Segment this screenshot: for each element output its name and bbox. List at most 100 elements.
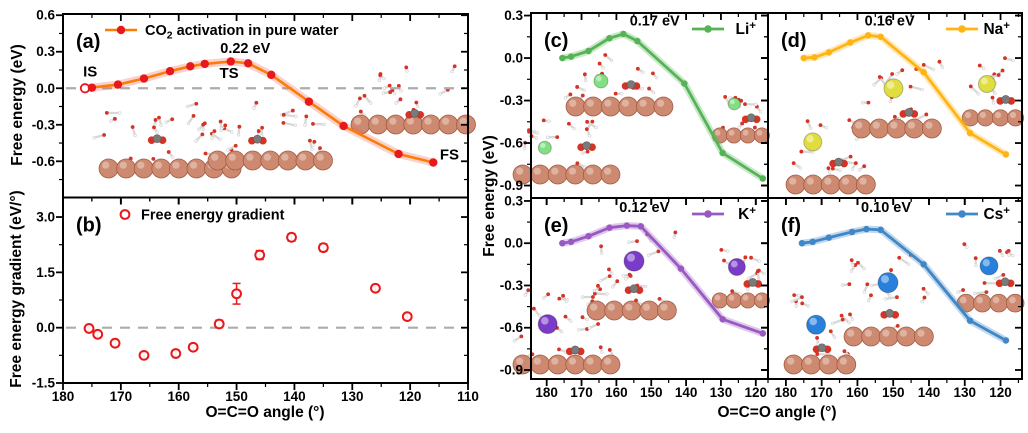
x-tick-label: 150 (225, 389, 248, 404)
x-tick-label: 150 (640, 385, 663, 400)
cation-atom (977, 75, 996, 93)
x-tick-label: 140 (918, 385, 941, 400)
data-point (847, 39, 854, 46)
cation-atom (883, 78, 904, 99)
panel-tag-d: (d) (781, 30, 807, 52)
data-point (226, 57, 235, 66)
data-point (1002, 151, 1010, 158)
copper-surface-atom (207, 150, 228, 171)
data-point (186, 62, 195, 71)
panel-tag-e: (e) (544, 215, 568, 237)
annotation-0-12-ev: 0.12 eV (619, 200, 669, 216)
copper-surface-atom (851, 118, 872, 139)
data-point (170, 348, 182, 359)
data-point (401, 311, 413, 323)
x-tick-label: 140 (283, 389, 306, 404)
x-tick-label: 120 (745, 385, 768, 400)
legend-label: Na+ (983, 20, 1010, 38)
panel-f: 180 170 160 150 140 130 120 0.10 eV (f) Cs+ (761, 197, 1025, 400)
copper-surface-atom (991, 109, 1009, 127)
y-tick-label: -0.9 (500, 362, 523, 377)
data-point (92, 328, 104, 340)
cation-atom (623, 250, 645, 272)
x-tick-label: 110 (457, 389, 479, 404)
x-tick-label: 130 (710, 385, 733, 400)
copper-surface-atom (725, 127, 742, 144)
y-tick-labels: 0.3 0.0 -0.3 -0.6 -0.9 (500, 193, 524, 377)
x-tick-label: 120 (399, 389, 422, 404)
panel-tag-b: (b) (76, 215, 102, 237)
y-tick-label: -0.3 (500, 93, 524, 108)
copper-surface-atom (803, 174, 824, 195)
copper-surface-atom (168, 158, 189, 179)
copper-surface-atom (260, 150, 281, 171)
annotation-ts: TS (219, 65, 238, 82)
data-point (585, 232, 592, 240)
y-tick-label: 0.0 (36, 81, 55, 96)
y-tick-label: -1.5 (32, 376, 56, 391)
data-point (681, 80, 688, 87)
data-point (811, 54, 818, 61)
legend-marker-sample (704, 25, 712, 33)
molecular-inset (961, 56, 1025, 127)
data-point (87, 83, 97, 92)
copper-surface-atom (133, 158, 154, 179)
copper-surface-atom (653, 96, 674, 117)
cation-atom (727, 97, 741, 111)
copper-surface-atom (753, 292, 770, 309)
legend-label: CO2 activation in pure water (145, 23, 339, 42)
data-point (798, 240, 806, 247)
data-point (83, 323, 95, 334)
x-axis-title-left: O=C=O angle (°) (205, 404, 325, 421)
copper-surface-atom (785, 174, 806, 195)
co2-carbon-atom (885, 309, 895, 318)
panel-tag-a: (a) (76, 31, 100, 53)
x-tick-label: 180 (535, 385, 558, 400)
legend-marker-sample (116, 25, 126, 35)
y-axis-title-panel-a: Free energy (eV) (9, 44, 26, 166)
copper-surface-atom (565, 96, 586, 117)
data-point (213, 318, 225, 330)
data-point (187, 341, 199, 353)
data-point (138, 349, 150, 361)
copper-surface-atom (565, 164, 586, 185)
y-tick-label: -0.6 (500, 136, 524, 151)
copper-surface-atom (582, 354, 603, 375)
data-point (966, 317, 974, 324)
data-point (267, 70, 276, 80)
x-tick-label: 180 (775, 385, 798, 400)
data-point (567, 53, 575, 60)
annotation-0-10-ev: 0.10 eV (861, 200, 911, 216)
y-tick-label: 1.5 (36, 265, 55, 280)
legend-label: K+ (738, 205, 756, 223)
copper-surface-atom (855, 174, 876, 195)
x-tick-labels: 180 170 160 150 140 130 120 110 (52, 389, 479, 404)
data-point (585, 47, 592, 55)
data-point (254, 249, 266, 261)
x-tick-label: 160 (605, 385, 628, 400)
copper-surface-atom (530, 354, 551, 375)
copper-surface-atom (739, 127, 756, 144)
molecular-inset (563, 53, 674, 117)
molecular-inset (580, 230, 678, 321)
annotation-0-16-ev: 0.16 eV (865, 13, 915, 29)
data-point (567, 238, 575, 246)
y-tick-label: -0.6 (32, 154, 56, 169)
x-tick-label: 130 (341, 389, 364, 404)
copper-surface-atom (385, 114, 406, 135)
panel-d: 0.16 eV (d) Na+ (761, 12, 1025, 205)
data-point (809, 238, 816, 246)
data-point (606, 35, 613, 42)
molecular-inset (711, 247, 770, 309)
data-point (109, 337, 121, 349)
y-tick-label: 3.0 (36, 210, 55, 225)
y-tick-label: 0.3 (504, 8, 523, 23)
legend-marker-sample (958, 210, 966, 218)
copper-surface-atom (725, 292, 742, 309)
copper-surface-atom (151, 158, 172, 179)
copper-surface-atom (604, 300, 625, 321)
data-point (200, 59, 209, 69)
legend-label: Cs+ (983, 205, 1010, 223)
copper-surface-atom (878, 326, 899, 347)
